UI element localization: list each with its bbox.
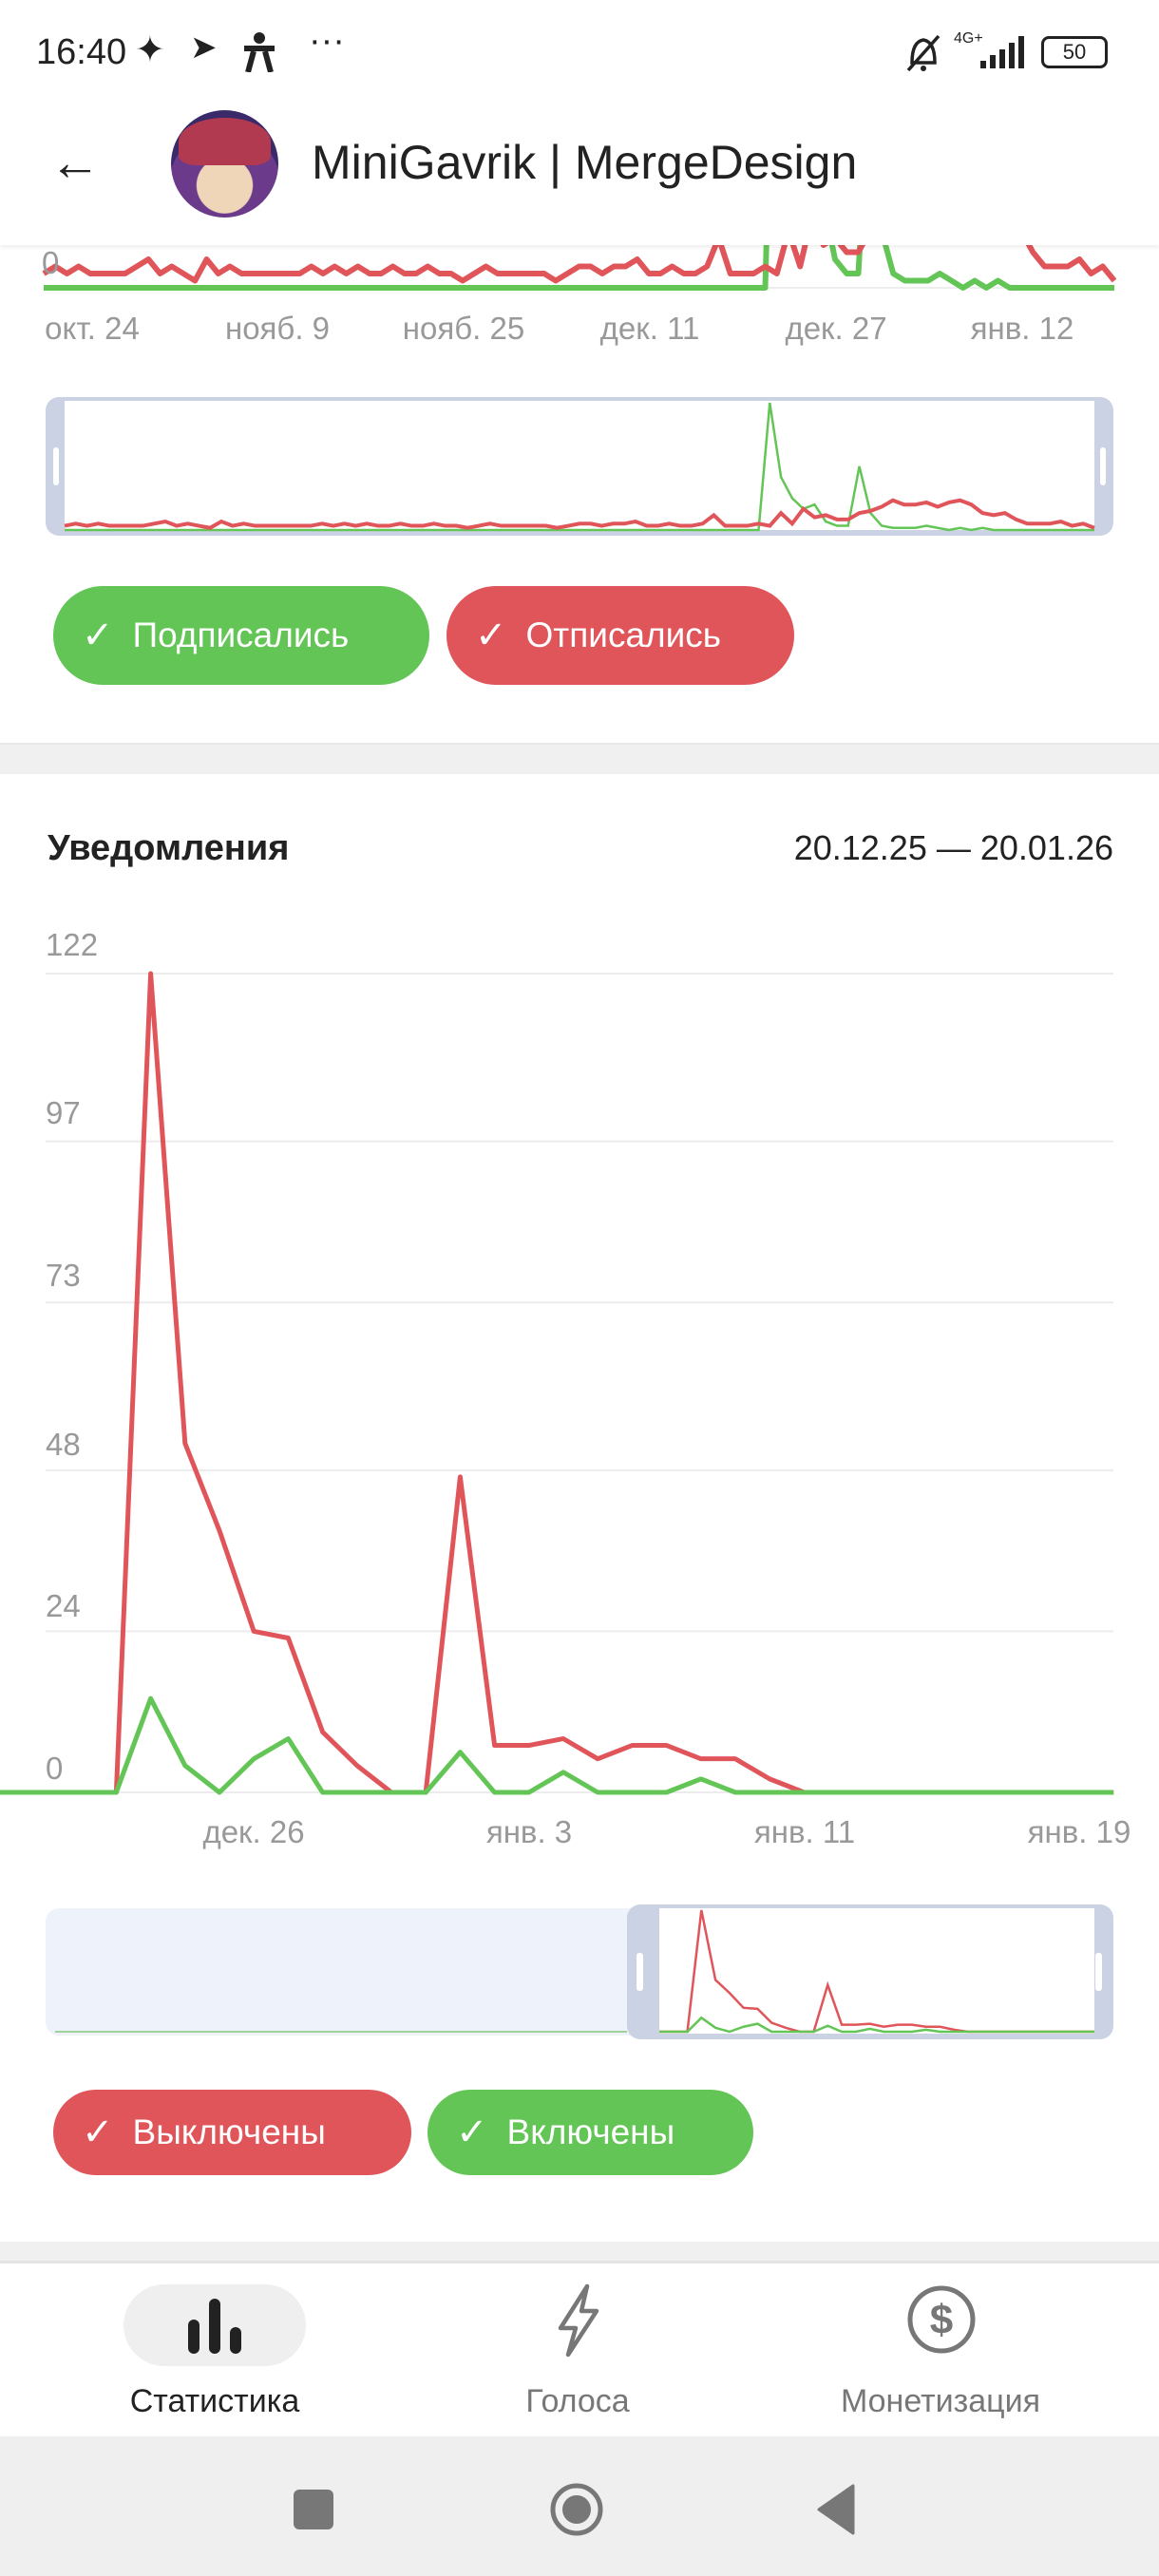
- battery-level: 50: [1062, 40, 1087, 64]
- notifications-range-navigator[interactable]: [46, 1904, 1113, 2039]
- more-icon: ···: [309, 21, 345, 61]
- navigator-left-handle: [636, 1953, 643, 1991]
- dollar-circle-icon: $: [907, 2285, 976, 2354]
- mini-series-line: [65, 402, 1094, 532]
- bottom-navigation: Статистика Голоса $ Монетизация: [0, 2261, 1159, 2436]
- x-tick-label: нояб. 9: [224, 311, 331, 346]
- series-line-disabled: [0, 971, 1114, 1795]
- section-title: Уведомления: [48, 828, 290, 868]
- x-tick-label: окт. 24: [45, 311, 140, 346]
- x-tick-label: дек. 11: [599, 311, 700, 346]
- legend-toggle-subscribed[interactable]: ✓ Подписались: [53, 586, 429, 685]
- y-tick-label: 122: [46, 927, 99, 962]
- x-tick-label: янв. 19: [1027, 1814, 1131, 1849]
- mini-series-line: [64, 498, 1095, 530]
- y-tick-label: 0: [46, 1751, 64, 1786]
- subscribers-chart[interactable]: [0, 242, 1159, 299]
- nav-votes[interactable]: Голоса: [435, 2263, 720, 2439]
- avatar[interactable]: [171, 110, 278, 218]
- check-icon: ✓: [456, 2112, 488, 2153]
- x-tick-label: нояб. 25: [402, 311, 525, 346]
- accessibility-icon: [244, 32, 275, 72]
- home-button[interactable]: [549, 2482, 604, 2537]
- legend-toggle-disabled[interactable]: ✓ Выключены: [53, 2090, 411, 2175]
- legend-toggle-unsubscribed[interactable]: ✓ Отписались: [446, 586, 794, 685]
- check-icon: ✓: [82, 615, 114, 656]
- recents-button[interactable]: [294, 2490, 333, 2529]
- legend-label: Включены: [506, 2112, 675, 2151]
- legend-toggle-enabled[interactable]: ✓ Включены: [428, 2090, 753, 2175]
- status-time: 16:40: [36, 32, 127, 72]
- status-bar: 16:40 ✦ ➤ ··· 4G+ 50: [0, 0, 1159, 95]
- system-navigation-bar: [0, 2436, 1159, 2576]
- series-line-unsubscribed: [42, 242, 1117, 284]
- legend-label: Выключены: [132, 2112, 326, 2151]
- legend-label: Отписались: [525, 616, 722, 654]
- battery-icon: 50: [1041, 36, 1108, 68]
- section-divider: [0, 743, 1159, 774]
- check-icon: ✓: [475, 615, 507, 656]
- nav-label: Монетизация: [840, 2383, 1041, 2419]
- x-tick-label: янв. 12: [970, 311, 1074, 346]
- back-nav-button[interactable]: [815, 2484, 857, 2535]
- date-range[interactable]: 20.12.25 — 20.01.26: [793, 828, 1113, 867]
- signal-icon: [980, 36, 1024, 68]
- bell-muted-icon: [906, 34, 940, 72]
- notifications-chart[interactable]: [0, 950, 1159, 1805]
- back-button[interactable]: ←: [49, 134, 101, 191]
- x-tick-label: дек. 26: [202, 1814, 305, 1849]
- y-tick-label: 97: [46, 1095, 81, 1130]
- mini-series-line: [659, 2016, 1094, 2034]
- nav-monetization[interactable]: $ Монетизация: [798, 2263, 1083, 2439]
- series-line-subscribed: [44, 242, 1114, 291]
- x-tick-label: дек. 27: [785, 311, 887, 346]
- subscribers-range-navigator[interactable]: [46, 397, 1113, 536]
- y-tick-label: 48: [46, 1427, 81, 1462]
- sparkle-icon: ✦: [135, 30, 165, 70]
- network-type: 4G+: [954, 30, 983, 47]
- x-tick-label: янв. 3: [485, 1814, 573, 1849]
- navigator-area: [65, 401, 1094, 530]
- app-header: ← MiniGavrik | MergeDesign: [0, 95, 1159, 245]
- x-tick-label: янв. 11: [753, 1814, 856, 1849]
- y-tick-label: 24: [46, 1588, 81, 1623]
- navigator-right-handle: [1095, 1953, 1102, 1991]
- legend-label: Подписались: [132, 616, 350, 654]
- lightning-icon: [558, 2283, 599, 2358]
- channel-title: MiniGavrik | MergeDesign: [312, 136, 858, 189]
- check-icon: ✓: [82, 2112, 114, 2153]
- bar-chart-icon: [188, 2299, 241, 2354]
- navigator-area: [659, 1908, 1094, 2034]
- y-tick-label: 0: [42, 245, 60, 280]
- nav-statistics[interactable]: Статистика: [72, 2263, 357, 2439]
- navigator-right-handle: [1100, 447, 1106, 485]
- section-divider: [0, 2242, 1159, 2261]
- series-line-enabled: [0, 1695, 1114, 1795]
- svg-text:$: $: [930, 2297, 953, 2343]
- nav-label: Статистика: [129, 2383, 300, 2419]
- navigator-left-handle: [53, 447, 59, 485]
- nav-label: Голоса: [525, 2383, 630, 2419]
- telegram-icon: ➤: [190, 29, 218, 66]
- y-tick-label: 73: [46, 1258, 81, 1293]
